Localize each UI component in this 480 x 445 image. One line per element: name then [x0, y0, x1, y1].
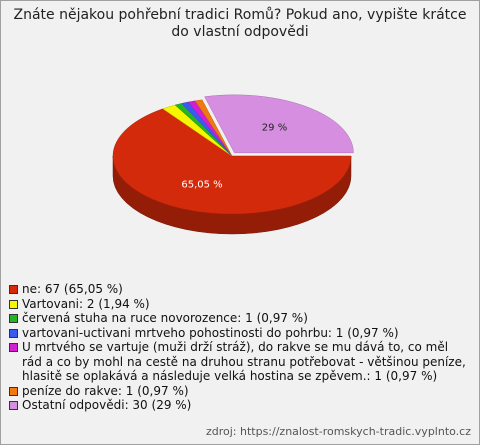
data-label: 29 %	[262, 123, 287, 134]
legend-item: U mrtvého se vartuje (muži drží stráž), …	[9, 340, 471, 384]
chart-title: Znáte nějakou pohřební tradici Romů? Pok…	[13, 7, 467, 40]
legend-label: peníze do rakve: 1 (0,97 %)	[22, 383, 189, 398]
legend-item: Ostatní odpovědi: 30 (29 %)	[9, 398, 471, 413]
legend-label: vartovani-uctivani mrtveho pohostinosti …	[22, 325, 399, 340]
data-label: 65,05 %	[181, 179, 222, 190]
legend-item: červená stuha na ruce novorozence: 1 (0,…	[9, 311, 471, 326]
legend-swatch	[9, 328, 18, 338]
legend-item: ne: 67 (65,05 %)	[9, 282, 471, 297]
source: zdroj: https://znalost-romskych-tradic.v…	[205, 425, 471, 438]
legend-item: Vartovani: 2 (1,94 %)	[9, 297, 471, 312]
legend-swatch	[9, 285, 18, 294]
legend-swatch	[9, 299, 18, 309]
legend-item: vartovani-uctivani mrtveho pohostinosti …	[9, 326, 471, 341]
legend-label: červená stuha na ruce novorozence: 1 (0,…	[22, 311, 308, 325]
legend-label: U mrtvého se vartuje (muži drží stráž), …	[22, 340, 466, 383]
slice	[204, 94, 354, 154]
legend-label: Vartovani: 2 (1,94 %)	[22, 296, 150, 311]
legend-swatch	[9, 343, 18, 352]
legend-label: ne: 67 (65,05 %)	[22, 282, 123, 296]
legend-swatch	[9, 314, 18, 323]
legend-swatch	[9, 401, 18, 410]
legend-swatch	[9, 386, 18, 396]
legend: ne: 67 (65,05 %) Vartovani: 2 (1,94 %) čer…	[9, 282, 471, 413]
slice	[194, 99, 233, 157]
pie-area: 65,05 % 29 %	[112, 94, 354, 235]
slice	[112, 108, 352, 215]
legend-label: Ostatní odpovědi: 30 (29 %)	[22, 398, 192, 412]
legend-item: peníze do rakve: 1 (0,97 %)	[9, 384, 471, 399]
